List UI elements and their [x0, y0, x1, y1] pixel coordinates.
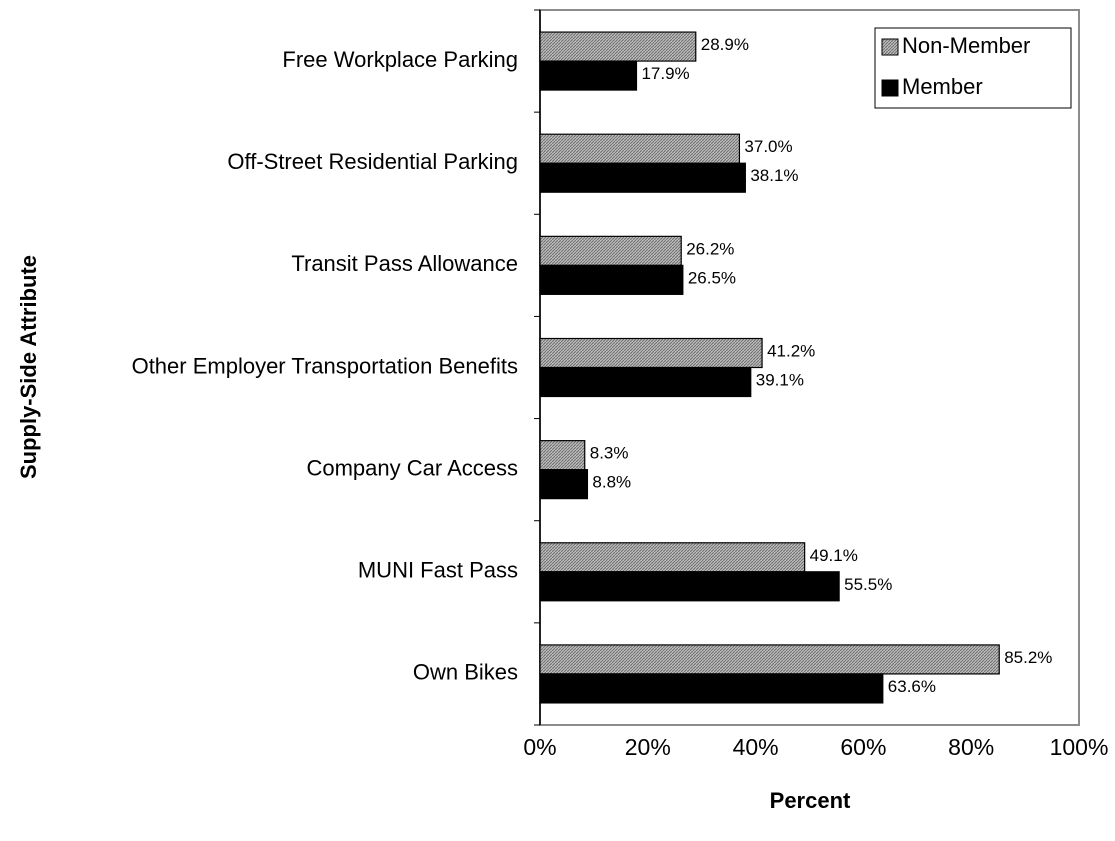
bar — [539, 60, 638, 91]
bar — [539, 469, 589, 500]
x-tick-label: 40% — [733, 734, 779, 760]
x-axis-title: Percent — [770, 788, 851, 813]
x-tick-label: 80% — [948, 734, 994, 760]
x-tick-label: 60% — [840, 734, 886, 760]
value-label: 41.2% — [767, 341, 815, 360]
value-label: 28.9% — [701, 35, 749, 54]
value-label: 37.0% — [744, 137, 792, 156]
bar — [539, 235, 682, 266]
value-label: 8.8% — [592, 473, 631, 492]
value-label: 17.9% — [641, 64, 689, 83]
value-label: 26.5% — [688, 268, 736, 287]
value-label: 26.2% — [686, 239, 734, 258]
bar — [539, 366, 752, 398]
bar — [539, 440, 586, 471]
x-tick-label: 0% — [523, 734, 556, 760]
value-label: 63.6% — [888, 677, 936, 696]
x-tick-label: 20% — [625, 734, 671, 760]
value-label: 85.2% — [1004, 648, 1052, 667]
y-tick-label: Free Workplace Parking — [282, 47, 518, 72]
bar — [539, 542, 806, 573]
legend-box — [874, 27, 1072, 109]
y-tick-label: Transit Pass Allowance — [291, 251, 518, 276]
y-tick-label: Off-Street Residential Parking — [227, 149, 518, 174]
bar — [539, 133, 741, 164]
bar — [539, 264, 684, 295]
legend-swatch — [881, 38, 899, 56]
y-tick-label: MUNI Fast Pass — [358, 558, 518, 583]
bar — [539, 673, 884, 704]
legend-label: Member — [902, 74, 983, 99]
y-tick-label: Own Bikes — [413, 660, 518, 685]
y-axis-title: Supply-Side Attribute — [16, 255, 41, 479]
legend-label: Non-Member — [902, 33, 1030, 58]
value-label: 49.1% — [810, 546, 858, 565]
x-tick-label: 100% — [1050, 734, 1109, 760]
value-label: 39.1% — [756, 370, 804, 389]
y-tick-label: Other Employer Transportation Benefits — [132, 353, 518, 378]
bar — [539, 571, 840, 602]
bar — [539, 162, 746, 193]
value-label: 38.1% — [750, 166, 798, 185]
y-tick-label: Company Car Access — [306, 455, 518, 480]
bar — [539, 337, 763, 369]
bar — [539, 31, 697, 62]
value-label: 8.3% — [590, 444, 629, 463]
bar — [539, 644, 1000, 675]
legend-swatch — [881, 79, 899, 97]
value-label: 55.5% — [844, 575, 892, 594]
